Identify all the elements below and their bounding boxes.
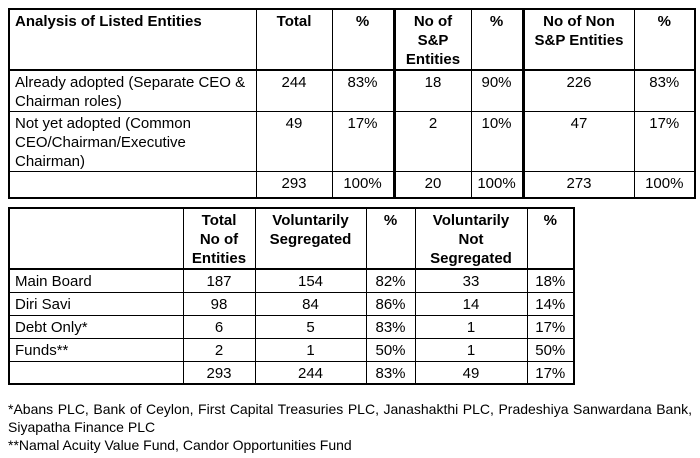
table-row-already-adopted: Already adopted (Separate CEO & Chairman… <box>8 69 696 112</box>
cell-total-entities: 6 <box>182 314 256 339</box>
cell-not-segregated: 33 <box>414 268 528 293</box>
table-row-debt-only: Debt Only* 6 5 83% 1 17% <box>8 314 575 339</box>
table-row-totals: 293 100% 20 100% 273 100% <box>8 171 696 198</box>
board-segregation-table: Total No of Entities Voluntarily Segrega… <box>8 207 575 385</box>
cell-segregated-pct: 50% <box>365 337 416 362</box>
table1-header-row: Analysis of Listed Entities Total % No o… <box>8 8 696 71</box>
cell-not-segregated-pct: 50% <box>526 337 575 362</box>
cell-segregated-pct: 83% <box>365 314 416 339</box>
cell-not-segregated: 1 <box>414 314 528 339</box>
row-label: Diri Savi <box>8 291 184 316</box>
cell-sp: 18 <box>392 69 472 112</box>
cell-sp: 20 <box>392 171 472 198</box>
row-label: Not yet adopted (Common CEO/Chairman/Exe… <box>8 111 257 172</box>
listed-entities-analysis-table: Analysis of Listed Entities Total % No o… <box>8 8 696 199</box>
table2-header-row: Total No of Entities Voluntarily Segrega… <box>8 207 575 270</box>
cell-segregated: 84 <box>254 291 367 316</box>
cell-total: 49 <box>255 111 333 172</box>
row-label: Funds** <box>8 337 184 362</box>
cell-not-segregated-pct: 17% <box>526 360 575 385</box>
cell-nonsp: 47 <box>521 111 635 172</box>
cell-total-pct: 17% <box>331 111 395 172</box>
table-row-diri-savi: Diri Savi 98 84 86% 14 14% <box>8 291 575 316</box>
table1-header-total: Total <box>255 8 333 71</box>
table1-header-nonsp-pct: % <box>633 8 696 71</box>
cell-total-pct: 83% <box>331 69 395 112</box>
cell-sp-pct: 90% <box>470 69 524 112</box>
cell-segregated-pct: 83% <box>365 360 416 385</box>
table1-header-nonsp-entities: No of Non S&P Entities <box>521 8 635 71</box>
table2-header-blank <box>8 207 184 270</box>
cell-nonsp-pct: 83% <box>633 69 696 112</box>
cell-segregated-pct: 82% <box>365 268 416 293</box>
cell-nonsp-pct: 100% <box>633 171 696 198</box>
cell-not-segregated: 14 <box>414 291 528 316</box>
table-row-main-board: Main Board 187 154 82% 33 18% <box>8 268 575 293</box>
cell-sp-pct: 100% <box>470 171 524 198</box>
cell-not-segregated: 1 <box>414 337 528 362</box>
table2-header-total-entities: Total No of Entities <box>182 207 256 270</box>
table-row-funds: Funds** 2 1 50% 1 50% <box>8 337 575 362</box>
cell-nonsp-pct: 17% <box>633 111 696 172</box>
footnote-single-asterisk: *Abans PLC, Bank of Ceylon, First Capita… <box>8 401 692 435</box>
cell-segregated: 1 <box>254 337 367 362</box>
footnote-double-asterisk: **Namal Acuity Value Fund, Candor Opport… <box>8 437 352 453</box>
cell-segregated: 154 <box>254 268 367 293</box>
table2-header-not-segregated-pct: % <box>526 207 575 270</box>
cell-segregated: 244 <box>254 360 367 385</box>
row-label: Main Board <box>8 268 184 293</box>
table2-header-segregated-pct: % <box>365 207 416 270</box>
cell-segregated-pct: 86% <box>365 291 416 316</box>
table1-header-total-pct: % <box>331 8 395 71</box>
row-label: Already adopted (Separate CEO & Chairman… <box>8 69 257 112</box>
cell-total: 244 <box>255 69 333 112</box>
table2-header-voluntarily-segregated: Voluntarily Segregated <box>254 207 367 270</box>
cell-nonsp: 226 <box>521 69 635 112</box>
table1-header-sp-pct: % <box>470 8 524 71</box>
footnotes: *Abans PLC, Bank of Ceylon, First Capita… <box>8 400 692 454</box>
row-label-empty <box>8 171 257 198</box>
cell-total: 293 <box>255 171 333 198</box>
cell-total-entities: 293 <box>182 360 256 385</box>
cell-not-segregated: 49 <box>414 360 528 385</box>
cell-total-entities: 187 <box>182 268 256 293</box>
cell-total-pct: 100% <box>331 171 395 198</box>
cell-total-entities: 98 <box>182 291 256 316</box>
row-label: Debt Only* <box>8 314 184 339</box>
table1-title-header: Analysis of Listed Entities <box>8 8 257 71</box>
cell-segregated: 5 <box>254 314 367 339</box>
row-label-empty <box>8 360 184 385</box>
cell-not-segregated-pct: 14% <box>526 291 575 316</box>
cell-sp-pct: 10% <box>470 111 524 172</box>
cell-not-segregated-pct: 17% <box>526 314 575 339</box>
cell-not-segregated-pct: 18% <box>526 268 575 293</box>
cell-nonsp: 273 <box>521 171 635 198</box>
cell-total-entities: 2 <box>182 337 256 362</box>
table-row-totals: 293 244 83% 49 17% <box>8 360 575 385</box>
table-row-not-yet-adopted: Not yet adopted (Common CEO/Chairman/Exe… <box>8 111 696 172</box>
table2-header-voluntarily-not-segregated: Voluntarily Not Segregated <box>414 207 528 270</box>
cell-sp: 2 <box>392 111 472 172</box>
table1-header-sp-entities: No of S&P Entities <box>392 8 472 71</box>
